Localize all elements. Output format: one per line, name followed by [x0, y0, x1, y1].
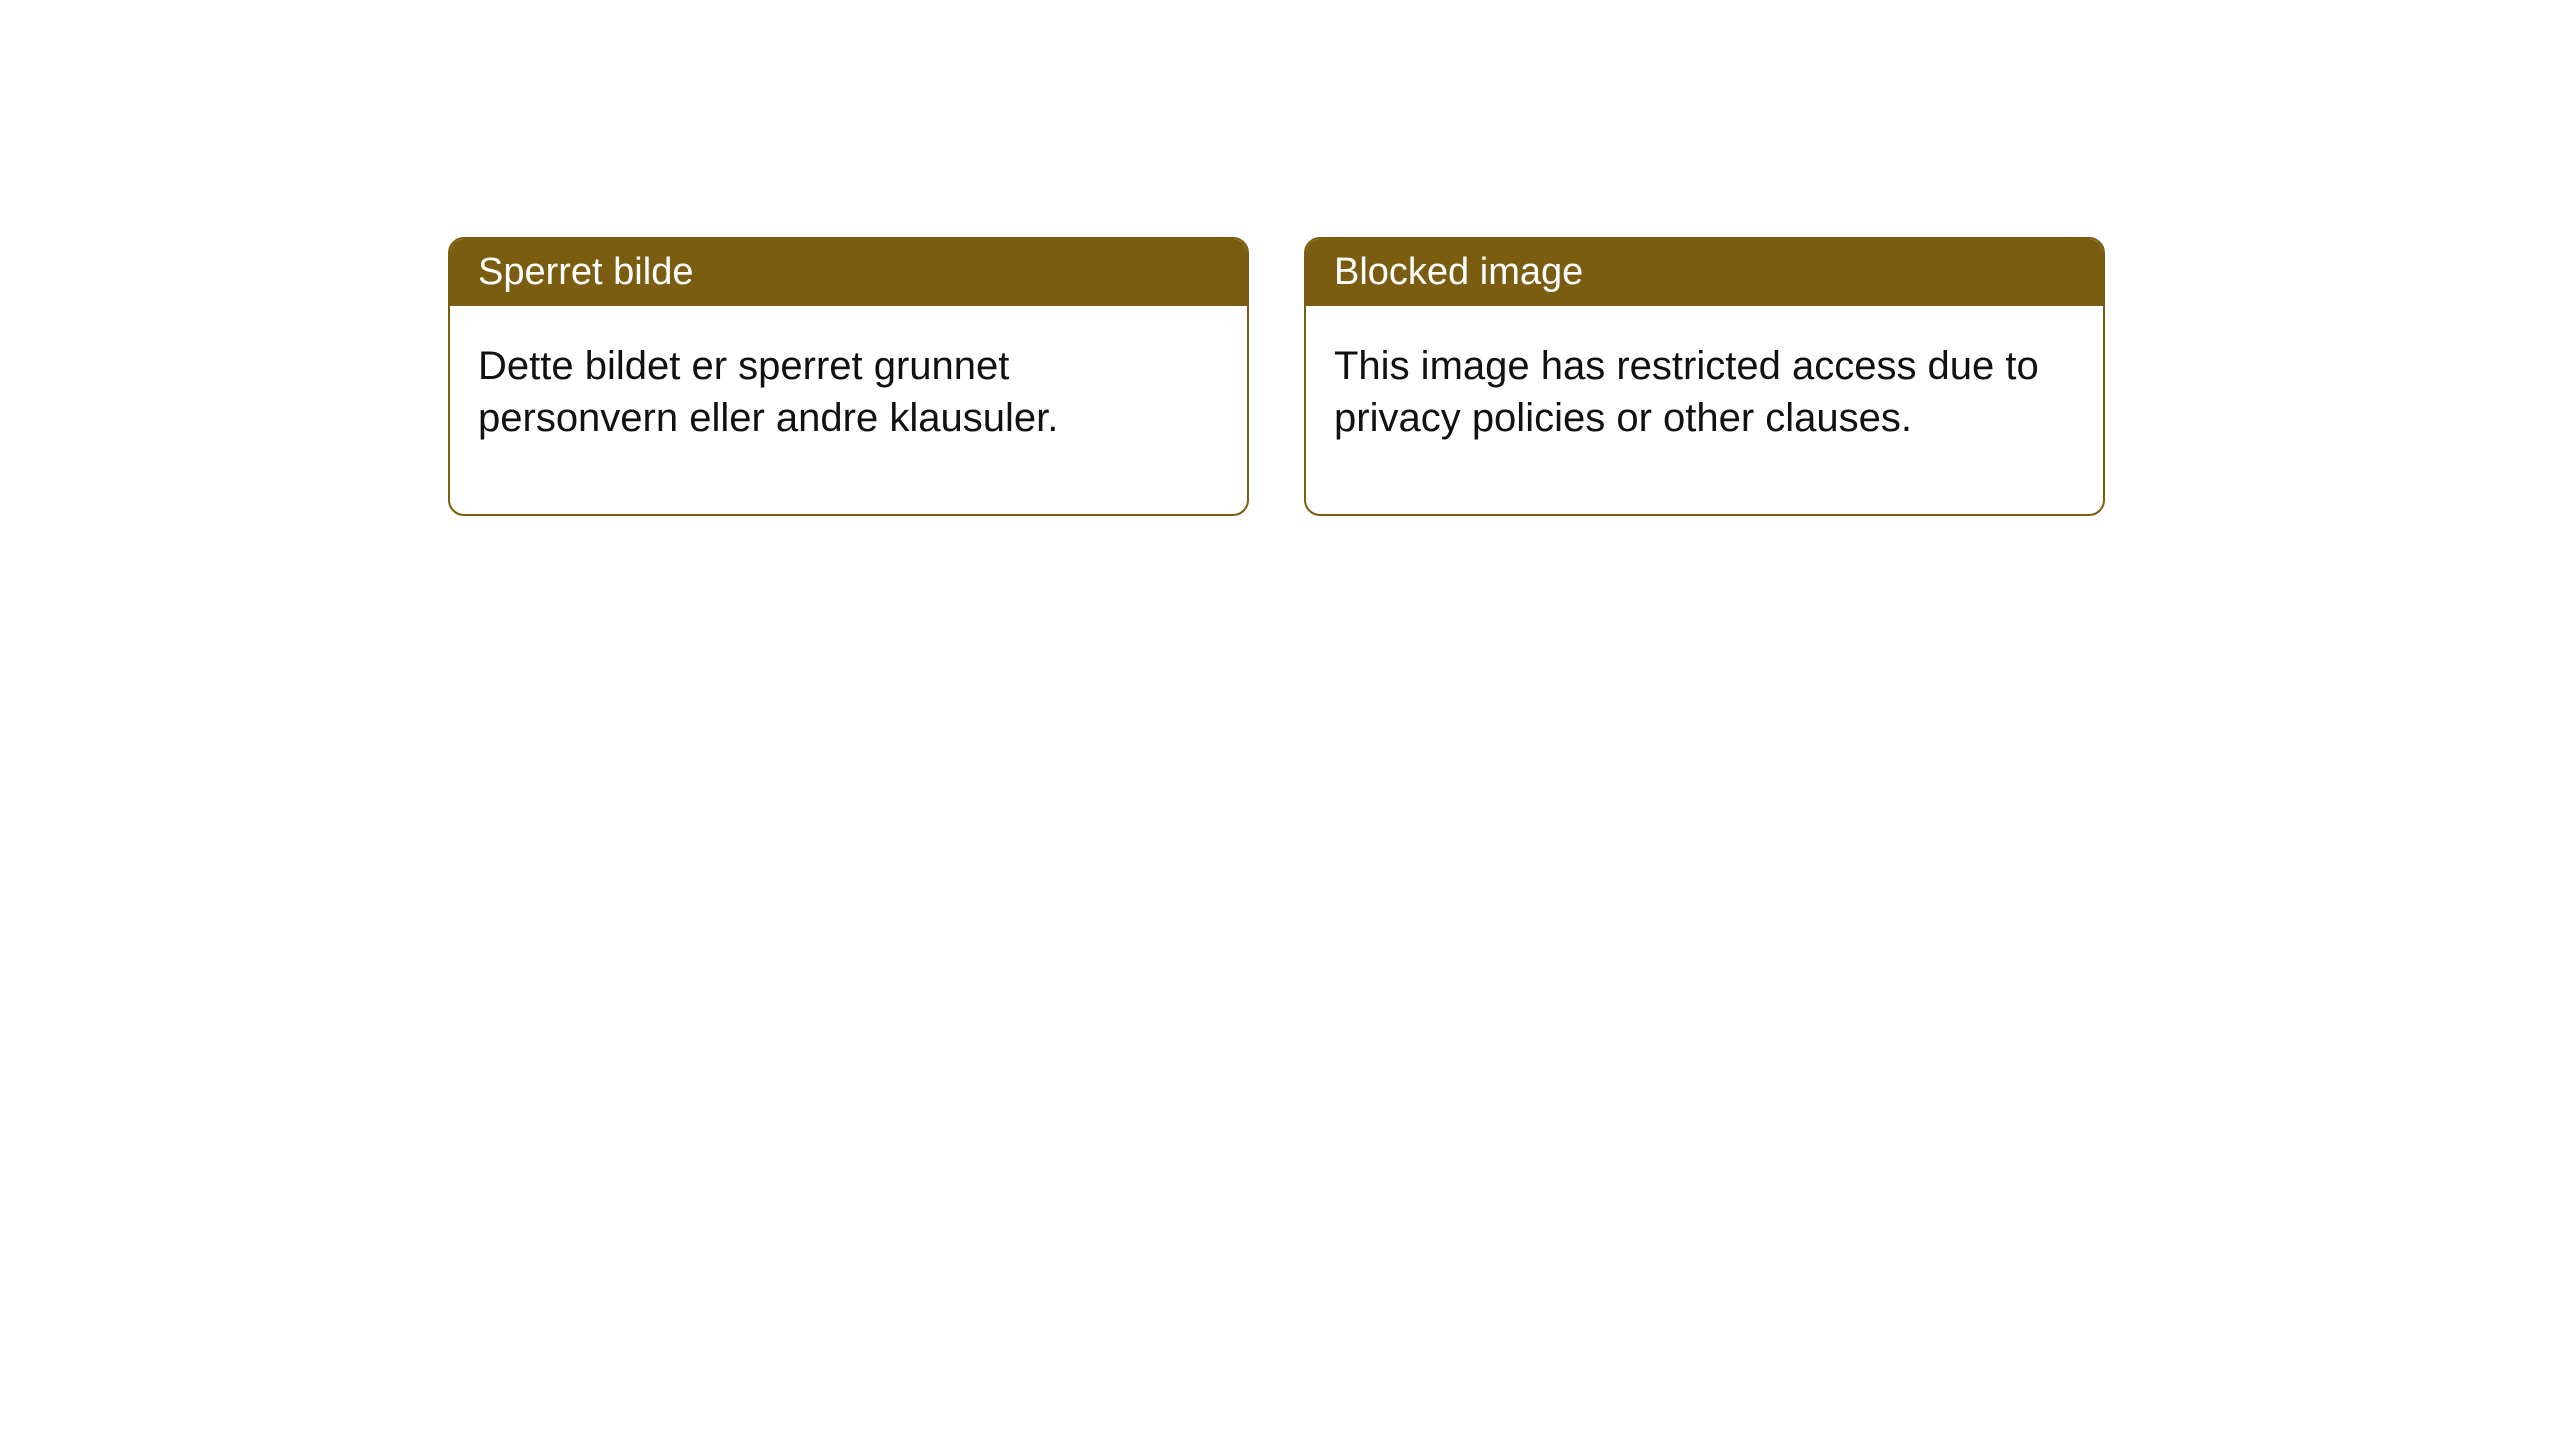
notice-card-english: Blocked image This image has restricted … [1304, 237, 2105, 516]
notice-body: This image has restricted access due to … [1306, 306, 2103, 514]
notice-container: Sperret bilde Dette bildet er sperret gr… [448, 237, 2105, 516]
notice-body: Dette bildet er sperret grunnet personve… [450, 306, 1247, 514]
notice-title: Blocked image [1334, 251, 1583, 293]
notice-header: Blocked image [1306, 239, 2103, 306]
notice-message: Dette bildet er sperret grunnet personve… [478, 344, 1058, 440]
notice-message: This image has restricted access due to … [1334, 344, 2039, 440]
notice-card-norwegian: Sperret bilde Dette bildet er sperret gr… [448, 237, 1249, 516]
notice-header: Sperret bilde [450, 239, 1247, 306]
notice-title: Sperret bilde [478, 251, 693, 293]
